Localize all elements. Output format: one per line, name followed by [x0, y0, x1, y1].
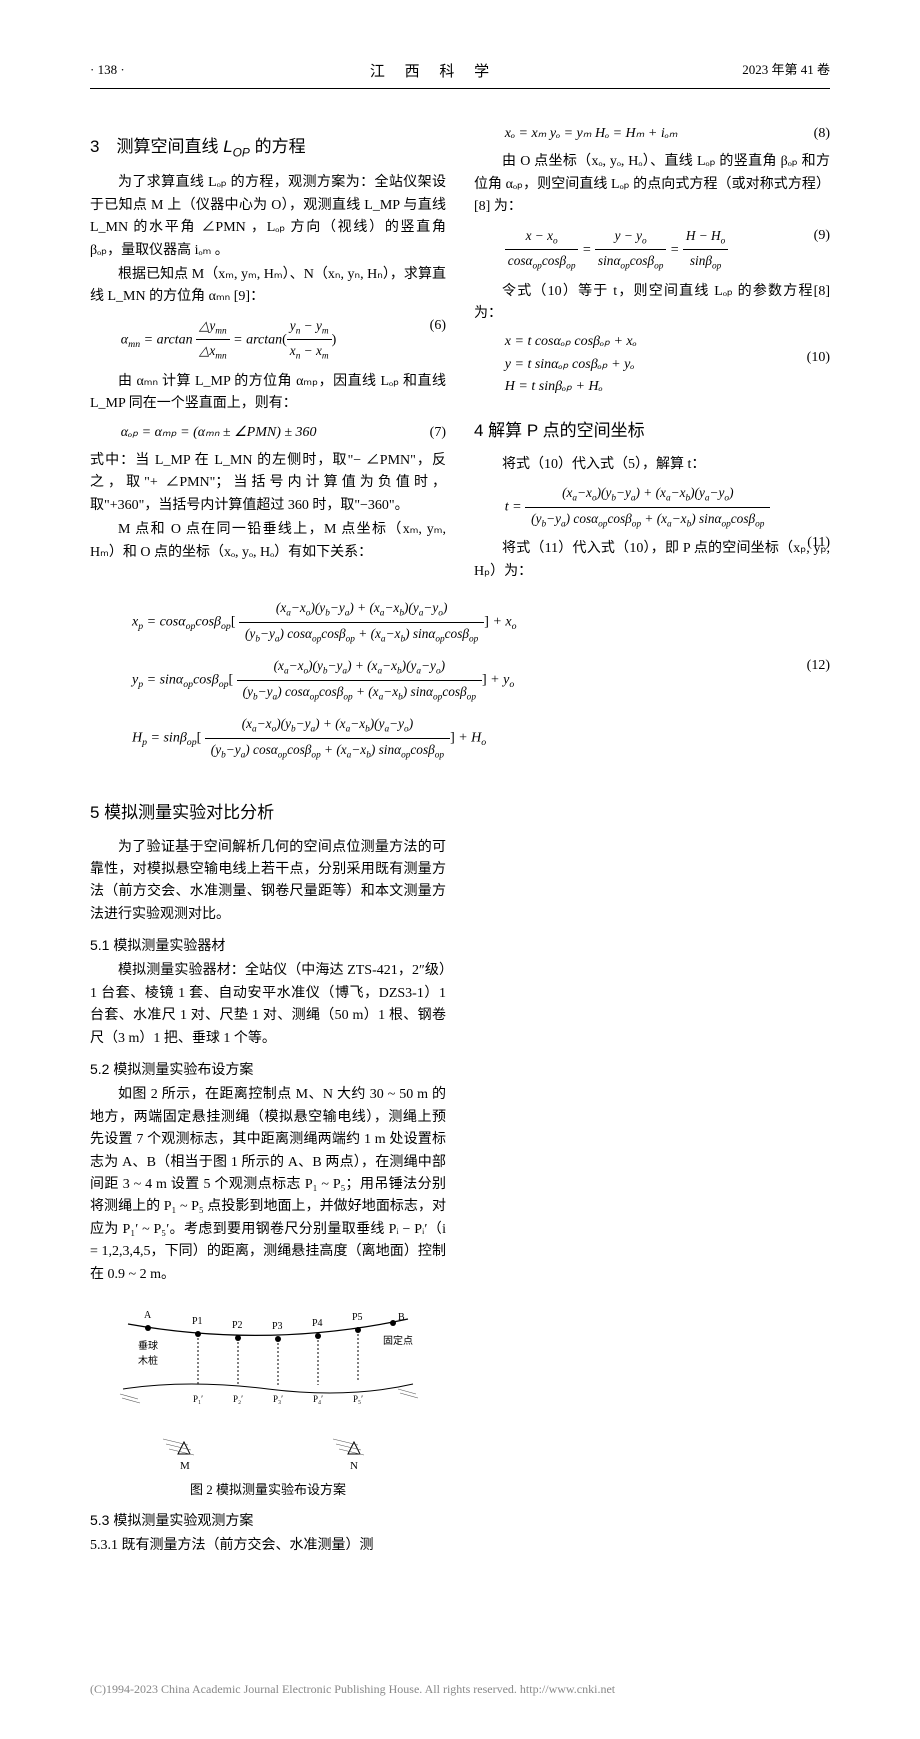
eq10-a: x = t cosαₒₚ cosβₒₚ + xₒ	[505, 331, 830, 353]
issue-info: 2023 年第 41 卷	[742, 60, 830, 84]
eq11-num: (11)	[807, 532, 830, 554]
eq10-b: y = t sinαₒₚ cosβₒₚ + yₒ	[505, 354, 830, 376]
svg-text:P₄′: P₄′	[313, 1394, 323, 1404]
svg-text:M: M	[180, 1460, 190, 1472]
eq9-num: (9)	[814, 225, 830, 247]
svg-text:P₂′: P₂′	[233, 1394, 243, 1404]
equation-7: αₒₚ = αₘₚ = (αₘₙ ± ∠PMN) ± 360 (7)	[90, 418, 446, 448]
svg-text:固定点: 固定点	[383, 1334, 413, 1347]
svg-text:P1: P1	[192, 1316, 203, 1327]
sec5-p1: 为了验证基于空间解析几何的空间点位测量方法的可靠性，对模拟悬空输电线上若干点，分…	[90, 837, 446, 927]
figure-2: A P1 P2 P3 P4 P5 B P₁′ P₂′ P₃′ P₄′ P₅′ 垂…	[90, 1294, 446, 1501]
sec51-title: 5.1 模拟测量实验器材	[90, 934, 446, 956]
page-footer: (C)1994-2023 China Academic Journal Elec…	[90, 1680, 830, 1699]
equation-12: xp = cosαopcosβop[ (xa−xo)(yb−ya) + (xa−…	[90, 593, 830, 767]
svg-text:P4: P4	[312, 1318, 323, 1329]
sec531: 5.3.1 既有测量方法（前方交会、水准测量）测	[90, 1535, 446, 1557]
sec51-p1: 模拟测量实验器材：全站仪（中海达 ZTS-421，2″级）1 台套、棱镜 1 套…	[90, 960, 446, 1050]
page-header: · 138 · 江 西 科 学 2023 年第 41 卷	[90, 60, 830, 89]
eq7-num: (7)	[430, 422, 446, 444]
eq6-num: (6)	[430, 315, 446, 337]
eq8-body: xₒ = xₘ yₒ = yₘ Hₒ = Hₘ + iₒₘ	[505, 126, 678, 141]
sec4-p1: 将式（10）代入式（5），解算 t：	[474, 454, 830, 476]
svg-text:B: B	[398, 1312, 405, 1323]
section-4-title: 4 解算 P 点的空间坐标	[474, 417, 830, 444]
svg-text:A: A	[144, 1310, 152, 1321]
page-number: · 138 ·	[90, 60, 125, 84]
equation-10: x = t cosαₒₚ cosβₒₚ + xₒ y = t sinαₒₚ co…	[474, 327, 830, 402]
equation-9: x − xocosαopcosβop = y − yosinαopcosβop …	[474, 221, 830, 279]
svg-text:木桩: 木桩	[138, 1354, 158, 1367]
svg-text:P₅′: P₅′	[353, 1394, 363, 1404]
sec3-p6: 由 O 点坐标（xₒ, yₒ, Hₒ）、直线 Lₒₚ 的竖直角 βₒₚ 和方位角…	[474, 151, 830, 218]
eq10-num: (10)	[807, 347, 830, 369]
sec3-p7: 令式（10）等于 t，则空间直线 Lₒₚ 的参数方程[8] 为：	[474, 281, 830, 326]
sec52-p1: 如图 2 所示，在距离控制点 M、N 大约 30 ~ 50 m 的地方，两端固定…	[90, 1084, 446, 1286]
svg-text:N: N	[350, 1460, 358, 1472]
svg-text:P2: P2	[232, 1320, 243, 1331]
eq10-c: H = t sinβₒₚ + Hₒ	[505, 376, 830, 398]
journal-name: 江 西 科 学	[125, 60, 743, 84]
svg-text:P₃′: P₃′	[273, 1394, 283, 1404]
equation-8: xₒ = xₘ yₒ = yₘ Hₒ = Hₘ + iₒₘ (8)	[474, 119, 830, 149]
sec3-p2: 根据已知点 M（xₘ, yₘ, Hₘ）、N（xₙ, yₙ, Hₙ），求算直线 L…	[90, 264, 446, 309]
content-columns: 3 测算空间直线 LOP 的方程 为了求算直线 Lₒₚ 的方程，观测方案为：全站…	[90, 119, 830, 1560]
equation-6: αmn = arctan △ymn△xmn = arctan(yn − ymxn…	[90, 311, 446, 369]
sec53-title: 5.3 模拟测量实验观测方案	[90, 1509, 446, 1531]
equation-11: t = (xa−xo)(yb−ya) + (xa−xb)(ya−yo) (yb−…	[474, 478, 830, 536]
sec3-p3: 由 αₘₙ 计算 L_MP 的方位角 αₘₚ，因直线 Lₒₚ 和直线 L_MP …	[90, 371, 446, 416]
svg-text:P₁′: P₁′	[193, 1394, 203, 1404]
sec3-p5: M 点和 O 点在同一铅垂线上，M 点坐标（xₘ, yₘ, Hₘ）和 O 点的坐…	[90, 519, 446, 564]
sec3-p1: 为了求算直线 Lₒₚ 的方程，观测方案为：全站仪架设于已知点 M 上（仪器中心为…	[90, 172, 446, 262]
sec3-p4: 式中：当 L_MP 在 L_MN 的左侧时，取"− ∠PMN"，反之，取"+ ∠…	[90, 450, 446, 517]
svg-text:P5: P5	[352, 1312, 363, 1323]
figure-2-svg: A P1 P2 P3 P4 P5 B P₁′ P₂′ P₃′ P₄′ P₅′ 垂…	[108, 1294, 428, 1474]
figure-2-caption: 图 2 模拟测量实验布设方案	[90, 1480, 446, 1501]
svg-text:垂球: 垂球	[138, 1339, 158, 1352]
eq7-body: αₒₚ = αₘₚ = (αₘₙ ± ∠PMN) ± 360	[121, 425, 317, 440]
section-5-title: 5 模拟测量实验对比分析	[90, 799, 446, 826]
svg-text:P3: P3	[272, 1321, 283, 1332]
eq8-num: (8)	[814, 123, 830, 145]
sec52-title: 5.2 模拟测量实验布设方案	[90, 1058, 446, 1080]
sec4-p2: 将式（11）代入式（10），即 P 点的空间坐标（xₚ, yₚ, Hₚ）为：	[474, 538, 830, 583]
eq12-num: (12)	[807, 655, 830, 677]
section-3-title: 3 测算空间直线 LOP 的方程	[90, 133, 446, 162]
